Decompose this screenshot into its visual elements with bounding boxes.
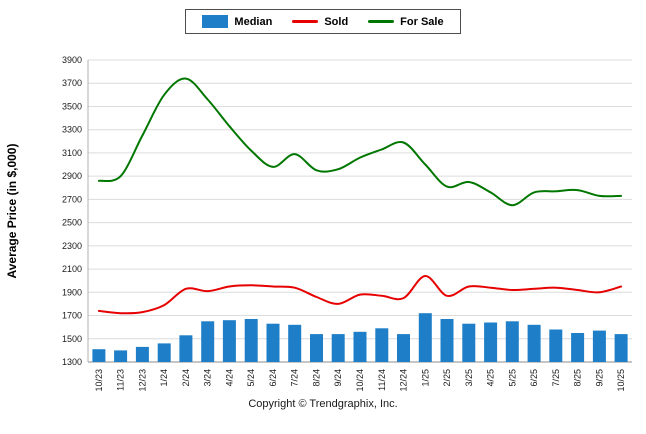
median-bar <box>157 343 171 362</box>
chart-legend: Median Sold For Sale <box>0 0 646 34</box>
legend-item-median: Median <box>202 15 272 28</box>
y-tick-label: 2300 <box>62 241 82 251</box>
median-bar <box>92 349 106 362</box>
y-tick-label: 1500 <box>62 334 82 344</box>
x-tick-label: 12/23 <box>137 369 147 392</box>
x-tick-label: 2/24 <box>181 369 191 387</box>
x-tick-label: 4/25 <box>486 369 496 387</box>
y-tick-label: 3700 <box>62 78 82 88</box>
median-bar <box>592 330 606 362</box>
median-bar <box>375 328 389 362</box>
legend-label-forsale: For Sale <box>400 15 444 28</box>
y-tick-label: 2700 <box>62 194 82 204</box>
y-tick-label: 3500 <box>62 101 82 111</box>
copyright-text: Copyright © Trendgraphix, Inc. <box>248 398 398 410</box>
legend-box: Median Sold For Sale <box>185 9 461 34</box>
average-price-chart: 1300 1500 1700 1900 2100 2300 2500 2700 2900 3100… <box>5 55 632 392</box>
for-sale-line <box>97 77 623 207</box>
median-bar <box>179 335 193 362</box>
x-tick-label: 3/24 <box>203 369 213 387</box>
median-bar <box>288 324 302 362</box>
sold-line <box>97 274 623 315</box>
x-tick-label: 12/24 <box>399 369 409 392</box>
x-tick-label: 8/25 <box>573 369 583 387</box>
x-tick-label: 1/25 <box>420 369 430 387</box>
legend-item-sold: Sold <box>292 16 348 28</box>
x-tick-label: 6/25 <box>529 369 539 387</box>
median-bar <box>135 346 149 362</box>
x-tick-label: 9/24 <box>333 369 343 387</box>
median-bar <box>527 324 541 362</box>
x-tick-label: 10/23 <box>94 369 104 392</box>
median-bar <box>614 334 628 362</box>
y-tick-label: 1700 <box>62 311 82 321</box>
median-bar <box>114 350 128 362</box>
x-tick-label: 9/25 <box>594 369 604 387</box>
median-bar <box>310 334 323 362</box>
x-tick-label: 7/25 <box>551 369 561 387</box>
x-tick-label: 7/24 <box>290 369 300 387</box>
x-tick-label: 6/24 <box>268 369 278 387</box>
median-bar <box>201 321 215 362</box>
median-bar <box>549 329 563 362</box>
y-tick-label: 1900 <box>62 287 82 297</box>
legend-label-median: Median <box>234 15 273 28</box>
median-bar <box>244 319 258 362</box>
y-axis-title: Average Price (in $,000) <box>5 144 19 279</box>
y-tick-label: 2100 <box>62 264 82 274</box>
y-tick-label: 3900 <box>62 55 82 65</box>
median-bar <box>484 322 498 362</box>
x-tick-label: 3/25 <box>464 369 474 387</box>
median-bar <box>397 334 410 362</box>
y-tick-label: 1300 <box>62 357 82 367</box>
forsale-line-swatch <box>368 20 395 23</box>
x-tick-label: 10/25 <box>616 369 626 392</box>
median-bar <box>222 320 236 362</box>
median-bar <box>571 333 585 362</box>
y-tick-label: 2900 <box>62 171 82 181</box>
median-bar <box>418 313 432 362</box>
median-bar <box>505 321 519 362</box>
x-tick-label: 1/24 <box>159 369 169 387</box>
x-tick-label: 2/25 <box>442 369 452 387</box>
y-tick-label: 3100 <box>62 148 82 158</box>
x-tick-label: 4/24 <box>224 369 234 387</box>
y-tick-label: 2500 <box>62 218 82 228</box>
x-tick-label: 10/24 <box>355 369 365 392</box>
median-bar <box>331 334 345 362</box>
legend-item-forsale: For Sale <box>368 15 444 28</box>
median-bar <box>462 323 476 362</box>
x-tick-label: 11/24 <box>377 369 387 391</box>
median-bar <box>440 319 454 362</box>
y-tick-label: 3300 <box>62 125 82 135</box>
legend-label-sold: Sold <box>324 15 349 28</box>
x-tick-label: 8/24 <box>312 369 322 387</box>
median-bar <box>353 331 367 362</box>
sold-line-swatch <box>292 20 319 23</box>
x-tick-label: 5/25 <box>507 369 517 387</box>
median-bar-swatch <box>202 15 229 28</box>
x-tick-label: 5/24 <box>246 369 256 387</box>
median-bar <box>266 323 280 362</box>
x-tick-label: 11/23 <box>116 369 126 391</box>
